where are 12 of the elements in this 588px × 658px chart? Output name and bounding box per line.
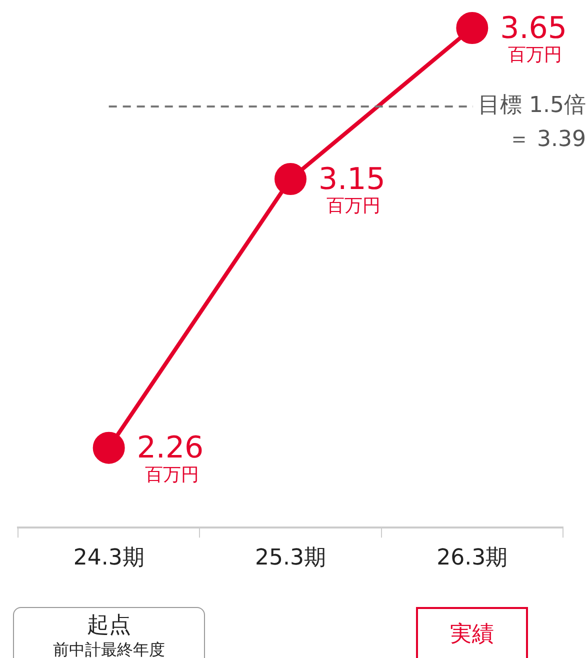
label-box: 実績	[416, 607, 528, 658]
annotation: 百万円	[144, 464, 199, 486]
data-label: 3.15	[318, 162, 386, 197]
x-tick-label: 25.3期	[255, 546, 326, 571]
data-label: 2.26	[136, 430, 204, 466]
data-label: 3.65	[500, 10, 567, 46]
ref-line-label: 目標 1.5倍＝ 3.39	[478, 93, 586, 152]
label-box: 起点 前中計最終年度	[13, 607, 205, 658]
annotation: 百万円	[326, 196, 380, 217]
x-tick-label: 26.3期	[436, 546, 508, 571]
x-tick-label: 24.3期	[73, 546, 144, 571]
annotation: 百万円	[508, 44, 562, 66]
